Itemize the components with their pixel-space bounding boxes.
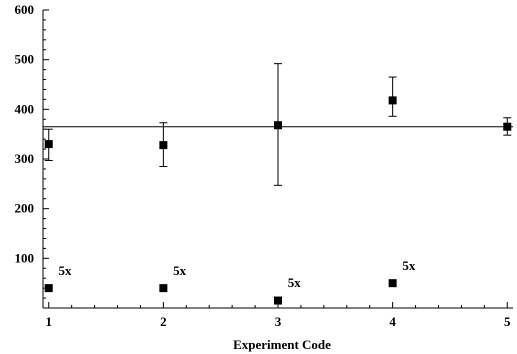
y-tick-label: 200 bbox=[15, 201, 35, 216]
ticks: 100 200 300 400 500 600 1 2 3 4 5 bbox=[15, 2, 512, 329]
x-tick-label: 1 bbox=[45, 314, 52, 329]
annotation-label: 5x bbox=[58, 263, 71, 278]
data-point bbox=[274, 296, 282, 305]
annotation-label: 5x bbox=[173, 263, 187, 278]
y-tick-label: 100 bbox=[15, 250, 35, 265]
x-tick-label: 4 bbox=[389, 314, 396, 329]
x-axis-title: Experiment Code bbox=[233, 337, 331, 352]
annotation-label: 5x bbox=[402, 258, 416, 273]
x-tick-label: 5 bbox=[504, 314, 511, 329]
y-tick-label: 600 bbox=[15, 2, 35, 17]
data-point bbox=[159, 141, 168, 150]
y-tick-label: 500 bbox=[15, 52, 35, 67]
data-point bbox=[44, 284, 53, 293]
data-point bbox=[388, 96, 397, 105]
y-tick-label: 400 bbox=[15, 101, 35, 116]
data-point bbox=[388, 279, 397, 288]
annotations: 5x 5x 5x 5x bbox=[58, 258, 415, 290]
y-tick-label: 300 bbox=[15, 151, 35, 166]
data-point bbox=[503, 122, 512, 131]
annotation-label: 5x bbox=[288, 275, 302, 290]
data-point bbox=[44, 140, 53, 149]
data-point bbox=[274, 121, 282, 130]
data-markers bbox=[44, 96, 512, 305]
data-point bbox=[159, 284, 168, 293]
x-tick-label: 3 bbox=[275, 314, 282, 329]
x-tick-label: 2 bbox=[160, 314, 167, 329]
